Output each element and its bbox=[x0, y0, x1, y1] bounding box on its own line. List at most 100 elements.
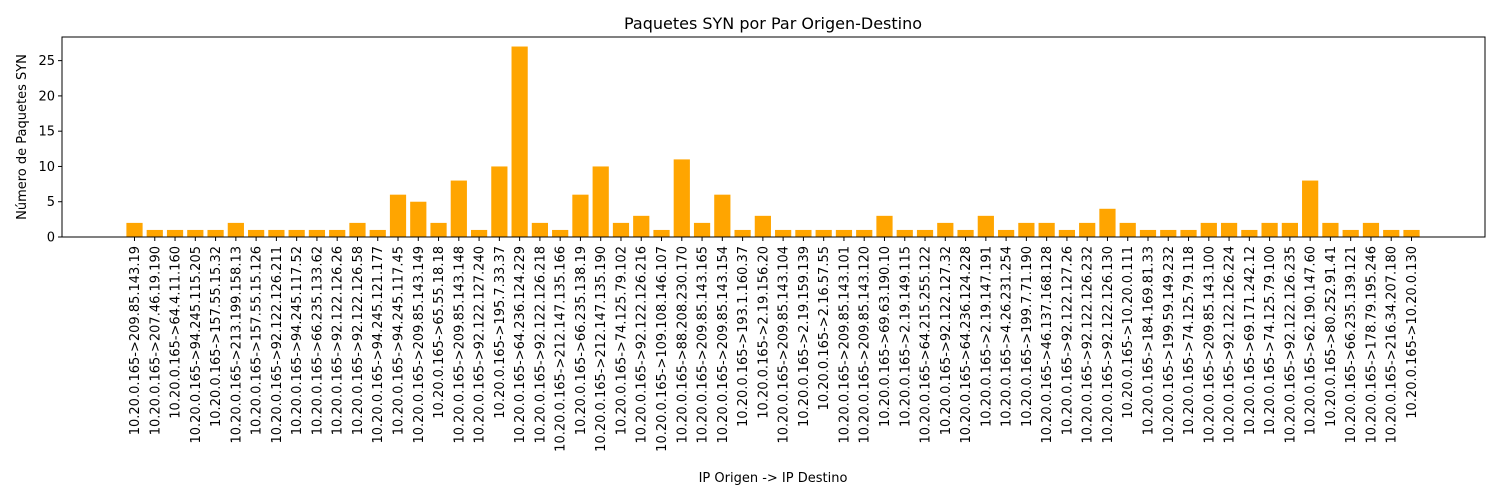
x-tick-label: 10.20.0.165->92.122.127.32 bbox=[939, 246, 954, 435]
x-tick-label: 10.20.0.165->94.245.117.45 bbox=[392, 246, 407, 435]
x-tick-label: 10.20.0.165->2.19.147.191 bbox=[979, 246, 994, 427]
x-tick-label: 10.20.0.165->199.59.149.232 bbox=[1162, 246, 1177, 444]
bar bbox=[754, 215, 771, 237]
bar bbox=[389, 194, 407, 237]
plot-frame bbox=[61, 36, 1486, 238]
bar bbox=[1200, 222, 1217, 237]
x-tick-label: 10.20.0.165->69.63.190.10 bbox=[878, 246, 893, 427]
x-tick-label: 10.20.0.165->92.122.127.240 bbox=[473, 246, 488, 444]
bar bbox=[1322, 222, 1339, 237]
x-tick-label: 10.20.0.165->74.125.79.100 bbox=[1263, 246, 1278, 435]
bar bbox=[308, 229, 326, 237]
x-tick-label: 10.20.0.165->184.169.81.33 bbox=[1141, 246, 1156, 435]
x-tick-label: 10.20.0.165->209.85.143.120 bbox=[858, 246, 873, 444]
y-tick-label: 5 bbox=[47, 195, 55, 210]
bar bbox=[876, 215, 893, 237]
bar bbox=[268, 229, 285, 237]
bar bbox=[572, 194, 589, 237]
x-tick-label: 10.20.0.165->64.236.124.228 bbox=[959, 246, 974, 444]
bar bbox=[1038, 222, 1055, 237]
x-tick-label: 10.20.0.165->10.20.0.130 bbox=[1405, 246, 1420, 419]
x-tick-label: 10.20.0.165->66.235.138.19 bbox=[574, 246, 589, 435]
bar bbox=[1180, 229, 1197, 237]
x-tick-label: 10.20.0.165->65.55.18.18 bbox=[432, 246, 447, 419]
x-tick-label: 10.20.0.165->74.125.79.102 bbox=[614, 246, 629, 435]
chart-title: Paquetes SYN por Par Origen-Destino bbox=[624, 14, 922, 33]
x-tick-label: 10.20.0.165->195.7.33.37 bbox=[493, 246, 508, 419]
bar bbox=[592, 166, 609, 237]
x-tick-label: 10.20.0.165->109.108.146.107 bbox=[655, 246, 670, 452]
x-tick-label: 10.20.0.165->92.122.126.218 bbox=[533, 246, 548, 444]
bar bbox=[187, 229, 204, 237]
bar bbox=[1099, 208, 1116, 237]
y-tick-label: 25 bbox=[38, 54, 55, 69]
x-tick-label: 10.20.0.165->212.147.135.190 bbox=[594, 246, 609, 452]
y-tick-label: 20 bbox=[38, 89, 55, 104]
x-tick-label: 10.20.0.165->92.122.126.58 bbox=[351, 246, 366, 435]
bar bbox=[1220, 222, 1238, 237]
y-tick-label: 15 bbox=[38, 125, 55, 140]
bar bbox=[450, 180, 467, 237]
bar bbox=[1362, 222, 1380, 237]
bar bbox=[896, 229, 913, 237]
bar bbox=[1383, 229, 1400, 237]
x-tick-label: 10.20.0.165->209.85.143.149 bbox=[412, 246, 427, 444]
bar bbox=[1241, 229, 1258, 237]
bar bbox=[369, 229, 386, 237]
x-tick-label: 10.20.0.165->92.122.126.235 bbox=[1283, 246, 1298, 444]
bar bbox=[693, 222, 711, 237]
bar bbox=[1018, 222, 1035, 237]
x-tick-label: 10.20.0.165->209.85.143.154 bbox=[716, 246, 731, 444]
x-tick-label: 10.20.0.165->46.137.168.128 bbox=[1040, 246, 1055, 444]
y-axis-label: Número de Paquetes SYN bbox=[15, 54, 30, 220]
x-tick-label: 10.20.0.165->10.20.0.111 bbox=[1121, 246, 1136, 419]
y-tick-label: 0 bbox=[47, 231, 55, 246]
bar bbox=[856, 229, 873, 237]
bar bbox=[1342, 229, 1359, 237]
bar bbox=[937, 222, 954, 237]
bar bbox=[714, 194, 731, 237]
x-tick-label: 10.20.0.165->92.122.126.26 bbox=[331, 246, 346, 435]
x-tick-label: 10.20.0.165->209.85.143.19 bbox=[128, 246, 143, 435]
x-tick-label: 10.20.0.165->209.85.143.100 bbox=[1202, 246, 1217, 444]
bar bbox=[1403, 229, 1420, 237]
x-tick-label: 10.20.0.165->178.79.195.246 bbox=[1364, 246, 1379, 444]
bar bbox=[207, 229, 224, 237]
bar bbox=[126, 222, 143, 237]
bar bbox=[1302, 180, 1319, 237]
bar bbox=[795, 229, 812, 237]
bar bbox=[997, 229, 1015, 237]
x-tick-label: 10.20.0.165->209.85.143.165 bbox=[696, 246, 711, 444]
bar bbox=[430, 222, 447, 237]
bar bbox=[916, 229, 934, 237]
x-tick-label: 10.20.0.165->80.252.91.41 bbox=[1324, 246, 1339, 427]
x-tick-label: 10.20.0.165->62.190.147.60 bbox=[1304, 246, 1319, 435]
x-tick-label: 10.20.0.165->92.122.126.130 bbox=[1101, 246, 1116, 444]
x-tick-label: 10.20.0.165->92.122.126.211 bbox=[270, 246, 285, 444]
bar bbox=[653, 229, 670, 237]
x-tick-label: 10.20.0.165->212.147.135.166 bbox=[554, 246, 569, 452]
bar bbox=[977, 215, 994, 237]
x-tick-label: 10.20.0.165->92.122.126.232 bbox=[1081, 246, 1096, 444]
bar bbox=[673, 159, 690, 237]
x-tick-label: 10.20.0.165->64.4.11.160 bbox=[169, 246, 184, 419]
x-tick-label: 10.20.0.165->66.235.133.62 bbox=[310, 246, 325, 435]
x-tick-label: 10.20.0.165->2.19.149.115 bbox=[898, 246, 913, 427]
bar bbox=[775, 229, 792, 237]
bar bbox=[227, 222, 244, 237]
x-tick-label: 10.20.0.165->94.245.117.52 bbox=[290, 246, 305, 435]
bar bbox=[288, 229, 305, 237]
x-tick-label: 10.20.0.165->88.208.230.170 bbox=[675, 246, 690, 444]
x-tick-label: 10.20.0.165->216.34.207.180 bbox=[1385, 246, 1400, 444]
bar bbox=[470, 229, 488, 237]
bar bbox=[1261, 222, 1278, 237]
bar bbox=[734, 229, 751, 237]
x-tick-label: 10.20.0.165->64.215.255.122 bbox=[919, 246, 934, 444]
x-tick-label: 10.20.0.165->209.85.143.148 bbox=[452, 246, 467, 444]
bar bbox=[146, 229, 163, 237]
x-tick-label: 10.20.0.165->4.26.231.254 bbox=[1000, 246, 1015, 427]
x-tick-label: 10.20.0.165->66.235.139.121 bbox=[1344, 246, 1359, 444]
x-tick-label: 10.20.0.165->209.85.143.101 bbox=[837, 246, 852, 444]
x-axis-label: IP Origen -> IP Destino bbox=[699, 471, 848, 486]
